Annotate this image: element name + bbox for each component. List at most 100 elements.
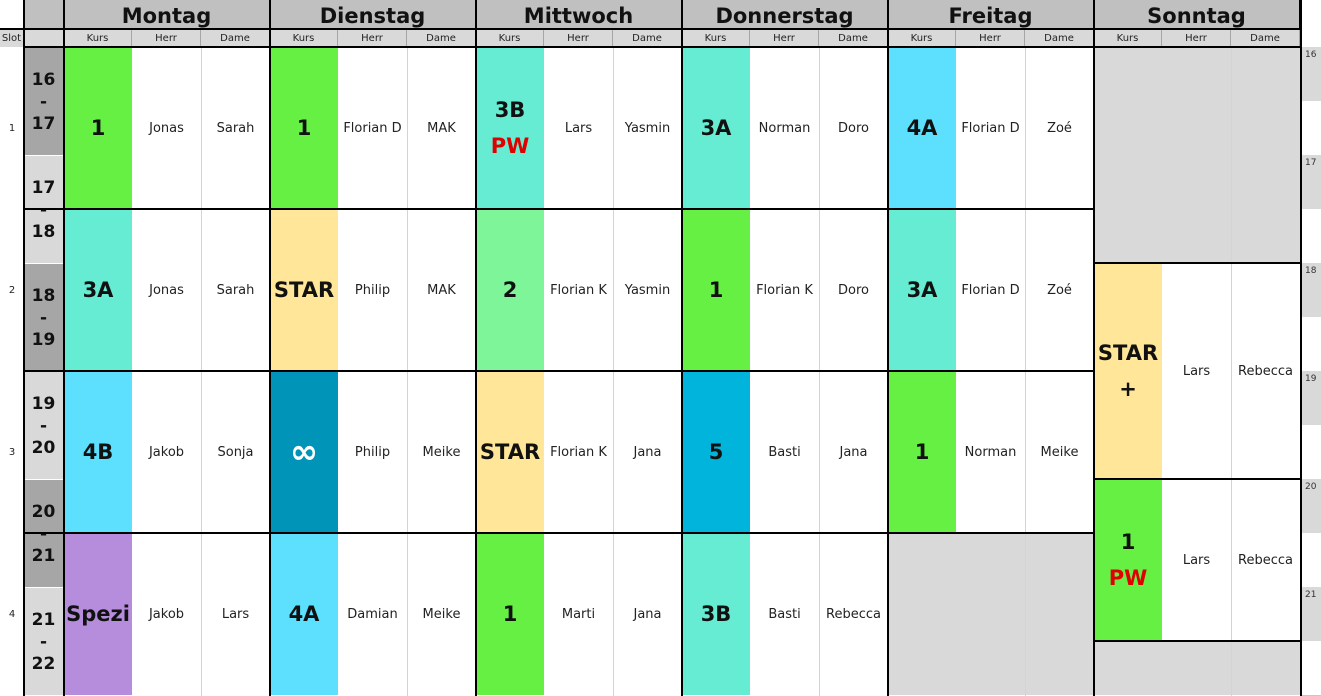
herr-cell[interactable]: Damian [338, 533, 407, 695]
day-header-mittwoch: Mittwoch [476, 0, 682, 30]
course-cell[interactable]: STAR [270, 209, 338, 371]
column-header-label: Herr [567, 33, 589, 44]
herr-cell[interactable]: Basti [750, 533, 819, 695]
herr-cell[interactable]: Lars [544, 47, 613, 209]
dame-cell[interactable]: Yasmin [613, 209, 682, 371]
dame-cell[interactable]: Zoé [1025, 47, 1094, 209]
course-label: Spezi [66, 602, 130, 626]
herr-cell[interactable]: Lars [1162, 263, 1231, 479]
course-label: 5 [708, 440, 724, 464]
time-range: 19-20 [24, 371, 64, 479]
herr-cell[interactable]: Florian K [544, 209, 613, 371]
dame-cell[interactable]: Sarah [201, 47, 270, 209]
side-strip-cell [1301, 101, 1321, 156]
course-cell[interactable]: 3A [64, 209, 132, 371]
course-note: PW [1108, 566, 1148, 590]
dame-cell[interactable]: Meike [407, 371, 476, 533]
course-cell[interactable]: 4B [64, 371, 132, 533]
dame-cell[interactable]: Rebecca [819, 533, 888, 695]
time-dash: - [39, 631, 48, 652]
herr-cell[interactable]: Jonas [132, 209, 201, 371]
herr-name: Jonas [149, 120, 184, 136]
dame-cell[interactable]: MAK [407, 209, 476, 371]
column-header-herr: Herr [1162, 30, 1231, 47]
column-header-label: Kurs [704, 33, 727, 44]
herr-cell[interactable]: Florian K [750, 209, 819, 371]
dame-name: Zoé [1047, 282, 1072, 298]
dame-cell[interactable]: Doro [819, 209, 888, 371]
herr-cell[interactable]: Philip [338, 371, 407, 533]
course-cell[interactable]: 4A [888, 47, 956, 209]
herr-cell[interactable]: Jakob [132, 371, 201, 533]
herr-cell[interactable]: Lars [1162, 479, 1231, 641]
dame-cell[interactable]: Jana [613, 371, 682, 533]
dame-cell[interactable]: Lars [201, 533, 270, 695]
herr-cell[interactable]: Norman [750, 47, 819, 209]
herr-name: Florian K [550, 444, 607, 460]
grid-line [1300, 0, 1302, 696]
herr-name: Lars [1182, 363, 1211, 379]
course-cell[interactable]: 3A [682, 47, 750, 209]
time-start: 18 [31, 285, 56, 306]
course-label: 3B [700, 602, 732, 626]
column-header-label: Kurs [498, 33, 521, 44]
course-cell[interactable]: STAR [476, 371, 544, 533]
dame-name: Jana [633, 606, 662, 622]
time-end: 19 [31, 329, 56, 350]
herr-cell[interactable]: Florian D [956, 47, 1025, 209]
dame-cell[interactable]: Jana [819, 371, 888, 533]
day-header-freitag: Freitag [888, 0, 1094, 30]
course-label: 3A [906, 278, 938, 302]
side-hour-label: 16 [1305, 50, 1317, 60]
course-cell[interactable]: 3A [888, 209, 956, 371]
course-cell[interactable]: STAR + [1094, 263, 1162, 479]
herr-cell[interactable]: Marti [544, 533, 613, 695]
course-cell[interactable]: 1 PW [1094, 479, 1162, 641]
dame-cell[interactable]: MAK [407, 47, 476, 209]
course-cell[interactable]: ∞ [270, 371, 338, 533]
dame-cell[interactable]: Jana [613, 533, 682, 695]
time-end: 22 [31, 653, 56, 674]
course-cell[interactable]: 3B PW [476, 47, 544, 209]
dame-name: Zoé [1047, 120, 1072, 136]
time-end: 18 [31, 221, 56, 242]
column-header-label: Herr [979, 33, 1001, 44]
herr-cell[interactable]: Basti [750, 371, 819, 533]
dame-cell[interactable]: Rebecca [1231, 263, 1300, 479]
dame-name: MAK [427, 282, 456, 298]
herr-cell[interactable]: Norman [956, 371, 1025, 533]
course-label: 1 [1120, 530, 1136, 554]
day-header-label: Dienstag [319, 4, 426, 28]
course-cell[interactable]: 2 [476, 209, 544, 371]
herr-cell[interactable]: Florian D [956, 209, 1025, 371]
course-cell[interactable]: 4A [270, 533, 338, 695]
course-cell[interactable]: 5 [682, 371, 750, 533]
dame-cell[interactable]: Meike [407, 533, 476, 695]
slot-header: Slot [0, 30, 24, 47]
course-cell[interactable]: 1 [64, 47, 132, 209]
dame-cell[interactable]: Sarah [201, 209, 270, 371]
course-label: STAR [479, 440, 541, 464]
herr-cell[interactable]: Philip [338, 209, 407, 371]
dame-cell[interactable]: Meike [1025, 371, 1094, 533]
dame-cell[interactable]: Zoé [1025, 209, 1094, 371]
herr-cell[interactable]: Jakob [132, 533, 201, 695]
herr-cell[interactable]: Jonas [132, 47, 201, 209]
day-header-dienstag: Dienstag [270, 0, 476, 30]
herr-cell[interactable]: Florian D [338, 47, 407, 209]
course-cell[interactable]: 1 [888, 371, 956, 533]
course-label: 3A [82, 278, 114, 302]
course-cell[interactable]: 1 [682, 209, 750, 371]
course-cell[interactable]: 3B [682, 533, 750, 695]
day-header-label: Montag [121, 4, 212, 28]
course-cell[interactable]: Spezi [64, 533, 132, 695]
dame-cell[interactable]: Sonja [201, 371, 270, 533]
dame-cell[interactable]: Doro [819, 47, 888, 209]
dame-cell[interactable]: Rebecca [1231, 479, 1300, 641]
course-cell[interactable]: 1 [270, 47, 338, 209]
herr-cell[interactable]: Florian K [544, 371, 613, 533]
course-cell[interactable]: 1 [476, 533, 544, 695]
course-note: + [1119, 377, 1137, 401]
dame-cell[interactable]: Yasmin [613, 47, 682, 209]
